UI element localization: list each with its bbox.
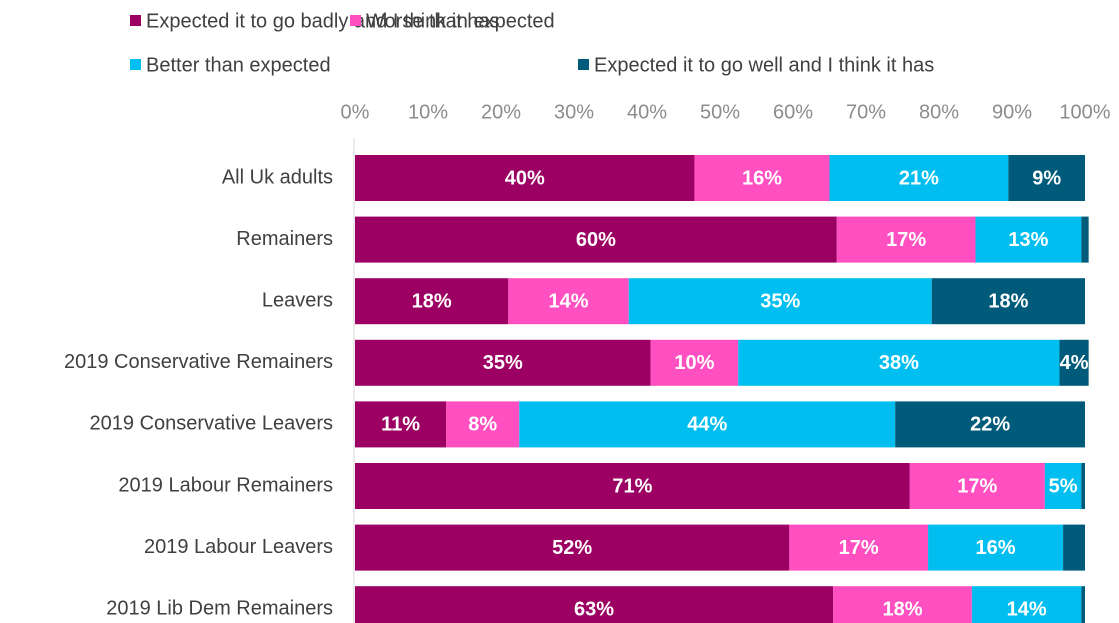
data-label: 18% xyxy=(882,598,922,620)
bar-segment xyxy=(446,401,520,448)
data-label: 4% xyxy=(1060,352,1089,374)
bar-segment xyxy=(789,524,929,571)
category-label: All Uk adults xyxy=(222,166,333,188)
x-tick-label: 100% xyxy=(1059,101,1110,123)
bar-segment xyxy=(738,339,1060,386)
x-tick-label: 50% xyxy=(700,101,740,123)
data-label: 13% xyxy=(1008,229,1048,251)
category-label: Leavers xyxy=(262,289,333,311)
x-tick-label: 60% xyxy=(773,101,813,123)
bar-segment xyxy=(975,216,1082,263)
data-label: 14% xyxy=(549,290,589,312)
bar-segment xyxy=(355,463,910,509)
bar-segment xyxy=(909,463,1045,509)
bar-segment xyxy=(628,278,932,325)
data-label: 52% xyxy=(552,537,592,559)
data-label: 16% xyxy=(976,537,1016,559)
bar-segment xyxy=(355,155,695,201)
bar-segment xyxy=(829,155,1009,201)
bar-segment xyxy=(355,339,651,386)
bar-segment xyxy=(1081,216,1089,263)
x-tick-label: 0% xyxy=(341,101,370,123)
data-label: 38% xyxy=(879,352,919,374)
data-label: 16% xyxy=(742,167,782,189)
data-label: 8% xyxy=(468,414,497,436)
data-label: 40% xyxy=(505,167,545,189)
category-label: 2019 Conservative Remainers xyxy=(64,351,333,373)
data-label: 63% xyxy=(574,598,614,620)
x-tick-label: 30% xyxy=(554,101,594,123)
data-label: 60% xyxy=(576,229,616,251)
bar-segment xyxy=(519,401,896,448)
bar-segment xyxy=(1081,463,1085,509)
bar-segment xyxy=(355,216,837,263)
legend-swatch-3 xyxy=(578,59,589,70)
data-label: 14% xyxy=(1007,598,1047,620)
x-tick-label: 90% xyxy=(992,101,1032,123)
category-label: 2019 Conservative Leavers xyxy=(90,413,333,435)
data-label: 11% xyxy=(381,414,420,436)
bar-segment xyxy=(650,339,739,386)
category-label: 2019 Lib Dem Remainers xyxy=(106,597,333,619)
legend-label-0: Expected it to go badly and I think it h… xyxy=(146,10,500,32)
bar-segment xyxy=(355,401,447,448)
legend-label-1: Worse than expected xyxy=(366,10,555,32)
data-label: 22% xyxy=(970,414,1010,436)
data-label: 18% xyxy=(412,290,452,312)
bar-segment xyxy=(928,524,1064,571)
data-label: 44% xyxy=(687,414,727,436)
bar-segment xyxy=(1063,524,1085,571)
category-label: 2019 Labour Remainers xyxy=(118,474,333,496)
bar-segment xyxy=(1081,586,1085,623)
x-tick-label: 70% xyxy=(846,101,886,123)
bar-segment xyxy=(833,586,972,623)
bar-segment xyxy=(971,586,1082,623)
category-label: 2019 Labour Leavers xyxy=(144,536,333,558)
data-label: 18% xyxy=(988,290,1028,312)
bar-segment xyxy=(355,278,509,325)
data-label: 71% xyxy=(612,475,652,497)
data-label: 17% xyxy=(839,537,879,559)
legend-label-2: Better than expected xyxy=(146,54,331,76)
bar-segment xyxy=(355,524,790,571)
data-label: 35% xyxy=(760,290,800,312)
data-label: 35% xyxy=(483,352,523,374)
bar-segment xyxy=(355,586,834,623)
data-label: 10% xyxy=(674,352,714,374)
data-label: 17% xyxy=(957,475,997,497)
x-tick-label: 20% xyxy=(481,101,521,123)
x-tick-label: 10% xyxy=(408,101,448,123)
x-tick-label: 80% xyxy=(919,101,959,123)
bar-segment xyxy=(895,401,1085,448)
legend-swatch-0 xyxy=(130,15,141,26)
bar-segment xyxy=(836,216,976,263)
bars: 40% 16% 21% 9% 60% 17% 13% 18% 14% 35% 18% 35% 10% 38… xyxy=(355,155,1089,623)
bar-segment xyxy=(1059,339,1089,386)
legend-swatch-1 xyxy=(350,15,361,26)
legend: Expected it to go badly and I think it h… xyxy=(130,10,934,76)
data-label: 5% xyxy=(1049,475,1078,497)
bar-segment xyxy=(931,278,1085,325)
x-tick-label: 40% xyxy=(627,101,667,123)
category-labels: All Uk adults Remainers Leavers 2019 Conser… xyxy=(64,166,333,619)
bar-segment xyxy=(508,278,629,325)
data-label: 17% xyxy=(886,229,926,251)
legend-swatch-2 xyxy=(130,59,141,70)
legend-label-3: Expected it to go well and I think it ha… xyxy=(594,54,934,76)
bar-segment xyxy=(694,155,830,201)
category-label: Remainers xyxy=(236,228,333,250)
data-label: 21% xyxy=(899,167,939,189)
data-label: 9% xyxy=(1032,167,1061,189)
bar-segment xyxy=(1044,463,1082,509)
x-axis-tick-labels: 0% 10% 20% 30% 40% 50% 60% 70% 80% 90% 100% xyxy=(341,101,1111,123)
bar-segment xyxy=(1008,155,1085,201)
